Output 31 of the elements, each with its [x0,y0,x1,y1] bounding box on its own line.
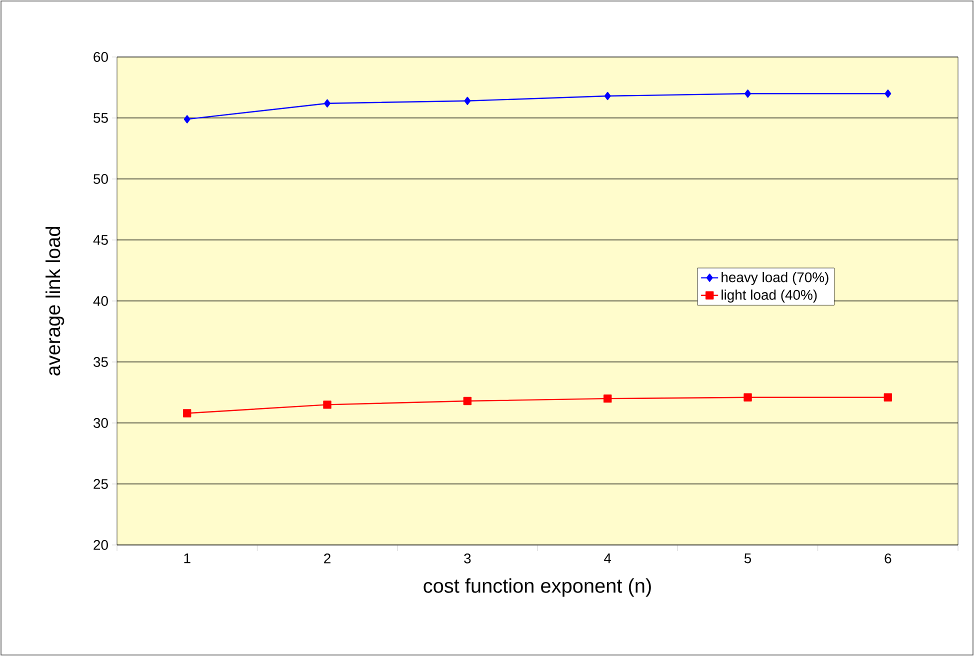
point [744,89,751,98]
y-tick-label: 40 [93,296,108,306]
y-tick-label: 25 [94,479,108,489]
y-tick-label: 45 [93,235,108,245]
y-tick-label: 60 [94,52,108,62]
point [603,394,612,403]
point [323,400,332,409]
point [184,115,190,124]
x-tick-label: 3 [464,553,471,564]
point [464,96,471,106]
y-axis-title: average link load [46,226,64,376]
x-tick-label: 2 [324,553,330,564]
point [744,393,752,402]
point [182,409,192,418]
y-tick-label: 20 [94,540,108,550]
point [324,99,330,108]
y-tick-label: 50 [94,174,108,184]
y-tick-label: 55 [94,113,108,123]
y-tick-label: 30 [94,418,108,428]
x-tick-label: 1 [184,554,190,564]
point [604,92,611,100]
x-tick-label: 5 [744,554,752,564]
x-axis-title: cost function exponent (n) [424,578,651,597]
x-tick-label: 4 [604,554,612,564]
x-tick-label: 6 [884,553,892,564]
point [884,89,892,98]
legend-label: heavy load (70%) [722,272,828,285]
point [463,396,472,406]
legend-label: light load (40%) [722,290,817,303]
point [884,393,892,402]
y-tick-label: 35 [94,357,108,367]
